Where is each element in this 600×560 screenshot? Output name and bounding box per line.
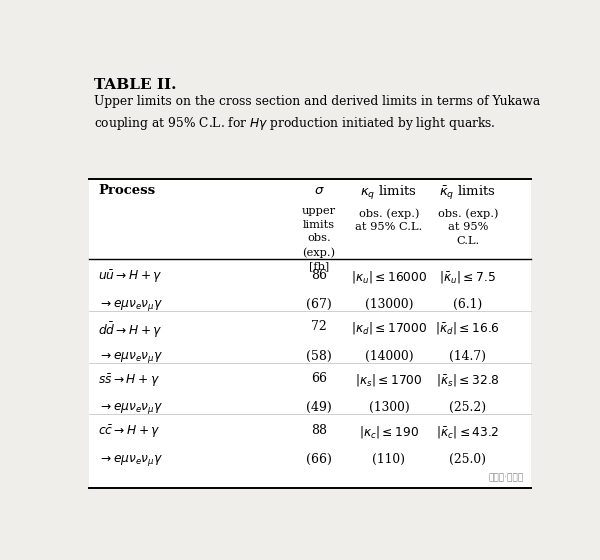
Text: 88: 88 bbox=[311, 424, 327, 437]
Text: $|\bar{\kappa}_s| \leq 32.8$: $|\bar{\kappa}_s| \leq 32.8$ bbox=[436, 372, 500, 388]
Text: $\rightarrow e\mu\nu_e\nu_\mu\gamma$: $\rightarrow e\mu\nu_e\nu_\mu\gamma$ bbox=[98, 453, 164, 468]
Text: (13000): (13000) bbox=[365, 298, 413, 311]
Text: (66): (66) bbox=[306, 453, 332, 466]
Text: 72: 72 bbox=[311, 320, 327, 333]
Text: (6.1): (6.1) bbox=[454, 298, 482, 311]
Text: (110): (110) bbox=[373, 453, 406, 466]
Text: (14.7): (14.7) bbox=[449, 349, 487, 363]
Text: (25.2): (25.2) bbox=[449, 402, 487, 414]
Text: $|\kappa_s| \leq 1700$: $|\kappa_s| \leq 1700$ bbox=[355, 372, 422, 388]
Text: $|\kappa_d| \leq 17000$: $|\kappa_d| \leq 17000$ bbox=[350, 320, 427, 337]
FancyBboxPatch shape bbox=[89, 179, 531, 488]
Text: $|\kappa_c| \leq 190$: $|\kappa_c| \leq 190$ bbox=[359, 424, 419, 440]
Text: 公众号·量子位: 公众号·量子位 bbox=[488, 473, 524, 482]
Text: $\rightarrow e\mu\nu_e\nu_\mu\gamma$: $\rightarrow e\mu\nu_e\nu_\mu\gamma$ bbox=[98, 402, 164, 417]
Text: (14000): (14000) bbox=[365, 349, 413, 363]
Text: 86: 86 bbox=[311, 269, 327, 282]
Text: $|\kappa_u| \leq 16000$: $|\kappa_u| \leq 16000$ bbox=[350, 269, 427, 284]
Text: $\rightarrow e\mu\nu_e\nu_\mu\gamma$: $\rightarrow e\mu\nu_e\nu_\mu\gamma$ bbox=[98, 349, 164, 365]
Text: (1300): (1300) bbox=[368, 402, 409, 414]
Text: $d\bar{d} \rightarrow H + \gamma$: $d\bar{d} \rightarrow H + \gamma$ bbox=[98, 320, 163, 340]
Text: (58): (58) bbox=[306, 349, 332, 363]
Text: TABLE II.: TABLE II. bbox=[94, 78, 176, 92]
Text: Upper limits on the cross section and derived limits in terms of Yukawa
coupling: Upper limits on the cross section and de… bbox=[94, 95, 540, 132]
Text: $|\bar{\kappa}_d| \leq 16.6$: $|\bar{\kappa}_d| \leq 16.6$ bbox=[436, 320, 500, 337]
Text: obs. (exp.)
at 95% C.L.: obs. (exp.) at 95% C.L. bbox=[355, 208, 422, 232]
Text: $\sigma$: $\sigma$ bbox=[314, 184, 325, 198]
Text: $c\bar{c} \rightarrow H + \gamma$: $c\bar{c} \rightarrow H + \gamma$ bbox=[98, 424, 161, 440]
Text: $\rightarrow e\mu\nu_e\nu_\mu\gamma$: $\rightarrow e\mu\nu_e\nu_\mu\gamma$ bbox=[98, 298, 164, 313]
Text: $|\bar{\kappa}_u| \leq 7.5$: $|\bar{\kappa}_u| \leq 7.5$ bbox=[439, 269, 496, 284]
Text: $|\bar{\kappa}_c| \leq 43.2$: $|\bar{\kappa}_c| \leq 43.2$ bbox=[436, 424, 499, 440]
Text: $\bar{\kappa}_q$ limits: $\bar{\kappa}_q$ limits bbox=[439, 184, 496, 203]
Text: (49): (49) bbox=[306, 402, 332, 414]
Text: (25.0): (25.0) bbox=[449, 453, 487, 466]
Text: (67): (67) bbox=[306, 298, 332, 311]
Text: $\kappa_q$ limits: $\kappa_q$ limits bbox=[361, 184, 418, 203]
Text: $s\bar{s} \rightarrow H + \gamma$: $s\bar{s} \rightarrow H + \gamma$ bbox=[98, 372, 160, 389]
Text: Process: Process bbox=[98, 184, 155, 198]
Text: $u\bar{u} \rightarrow H + \gamma$: $u\bar{u} \rightarrow H + \gamma$ bbox=[98, 269, 163, 285]
Text: obs. (exp.)
at 95%
C.L.: obs. (exp.) at 95% C.L. bbox=[437, 208, 498, 246]
Text: upper
limits
obs.
(exp.)
[fb]: upper limits obs. (exp.) [fb] bbox=[302, 206, 336, 271]
Text: 66: 66 bbox=[311, 372, 327, 385]
